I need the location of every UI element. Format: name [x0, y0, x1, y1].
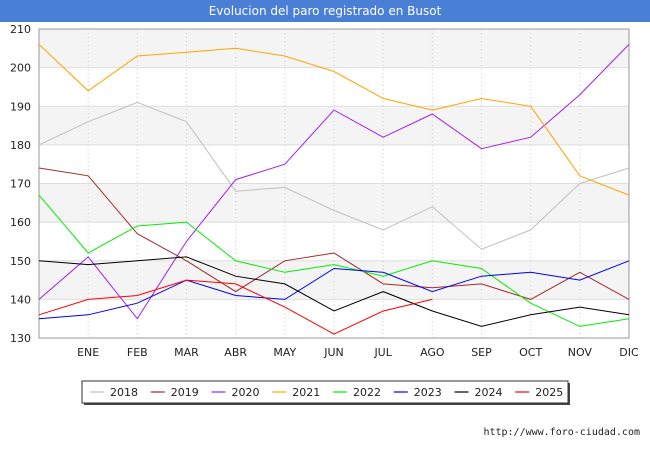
series-line-2023 [38, 260, 630, 320]
legend-label-2024: 2024 [475, 386, 503, 399]
y-tick-label: 130 [10, 332, 31, 345]
legend-box [81, 380, 569, 404]
legend-label-2020: 2020 [232, 386, 260, 399]
series-line-2021 [38, 44, 630, 196]
y-tick-label: 160 [10, 216, 31, 229]
x-tick-label: SEP [471, 346, 492, 359]
legend-label-2021: 2021 [292, 386, 320, 399]
series-line-2022 [38, 194, 630, 327]
y-tick-label: 200 [10, 62, 31, 75]
legend-label-2018: 2018 [110, 386, 138, 399]
x-tick-label: AGO [420, 346, 445, 359]
x-tick-label: FEB [127, 346, 148, 359]
y-tick-label: 140 [10, 293, 31, 306]
y-tick-label: 190 [10, 100, 31, 113]
legend-label-2022: 2022 [353, 386, 381, 399]
x-tick-label: MAY [273, 346, 296, 359]
x-tick-label: DIC [619, 346, 639, 359]
series-line-2018 [38, 101, 630, 250]
grid-band [39, 260, 629, 300]
x-tick-label: JUL [373, 346, 392, 359]
x-tick-label: ENE [77, 346, 99, 359]
x-tick-label: OCT [519, 346, 542, 359]
x-tick-label: NOV [568, 346, 593, 359]
series-line-2025 [38, 279, 433, 335]
legend-label-2025: 2025 [535, 386, 563, 399]
y-tick-label: 150 [10, 255, 31, 268]
plot-frame [38, 28, 630, 339]
y-tick-label: 210 [10, 23, 31, 36]
legend-label-2019: 2019 [171, 386, 199, 399]
x-tick-label: ABR [224, 346, 247, 359]
y-tick-label: 170 [10, 178, 31, 191]
series-line-2020 [38, 44, 630, 320]
chart-title: Evolucion del paro registrado en Busot [0, 0, 650, 22]
legend-label-2023: 2023 [414, 386, 442, 399]
y-tick-label: 180 [10, 139, 31, 152]
series-line-2019 [38, 167, 630, 300]
x-tick-label: MAR [174, 346, 199, 359]
series-line-2024 [38, 256, 630, 327]
source-url[interactable]: http://www.foro-ciudad.com [483, 427, 640, 438]
x-tick-label: JUN [323, 346, 344, 359]
